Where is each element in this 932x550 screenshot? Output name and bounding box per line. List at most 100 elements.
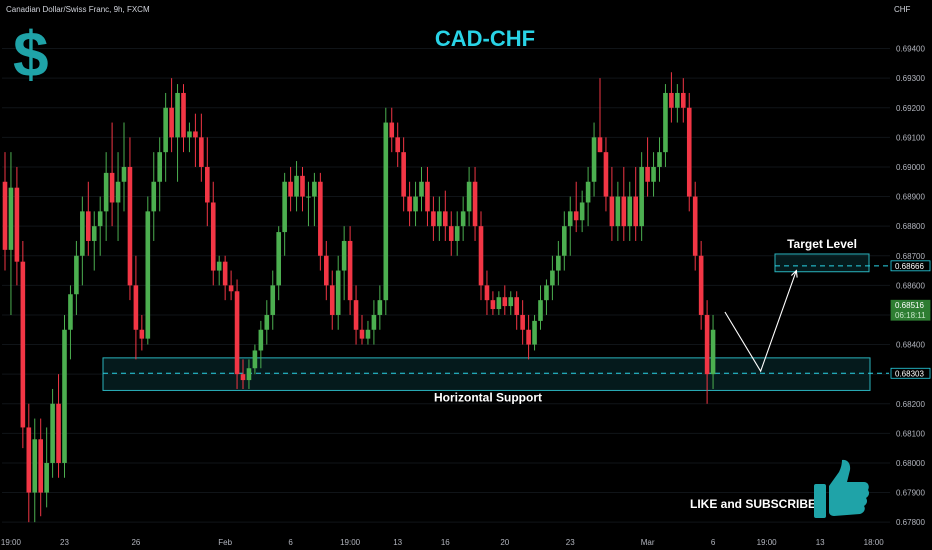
- bearish-candle: [288, 166, 293, 212]
- time-tick-label: 6: [711, 538, 716, 547]
- candle-body: [62, 329, 67, 463]
- candle-body: [8, 187, 14, 250]
- bearish-candle: [181, 84, 186, 153]
- candle-body: [222, 261, 228, 286]
- bullish-candle: [258, 320, 264, 369]
- time-tick-label: 23: [60, 538, 69, 547]
- bullish-candle: [145, 196, 151, 345]
- candle-body: [389, 122, 395, 138]
- candle-body: [615, 196, 621, 227]
- candle-body: [175, 92, 180, 138]
- candle-body: [692, 196, 698, 256]
- price-tick-label: 0.68000: [896, 459, 925, 468]
- candle-body: [681, 92, 686, 108]
- time-axis[interactable]: 19:00 23 26 Feb 6 19:00 13 16 20 23 Mar 6 19:00 13 18:…: [1, 538, 884, 547]
- bearish-candle: [692, 181, 698, 271]
- time-tick-label: 6: [288, 538, 293, 547]
- candle-body: [645, 166, 650, 182]
- horizontal-support-label: Horizontal Support: [434, 390, 542, 404]
- time-tick-label: 19:00: [757, 538, 778, 547]
- bearish-candle: [514, 291, 519, 330]
- projection-arrowhead: [790, 269, 798, 278]
- candlesticks: [2, 72, 716, 523]
- candle-body: [657, 152, 662, 167]
- candle-body: [460, 211, 466, 227]
- candle-body: [240, 374, 246, 381]
- bearish-candle: [14, 166, 20, 286]
- candle-body: [181, 92, 186, 138]
- bullish-candle: [538, 285, 543, 330]
- bullish-candle: [657, 137, 662, 182]
- candle-body: [68, 294, 73, 330]
- bullish-candle: [246, 359, 252, 389]
- bullish-candle: [556, 240, 561, 286]
- candle-body: [502, 297, 508, 307]
- candle-body: [169, 107, 174, 138]
- candle-body: [187, 131, 192, 138]
- currency-unit-label: CHF: [894, 5, 911, 14]
- time-tick-label: 23: [566, 538, 575, 547]
- price-tick-label: 0.67800: [896, 518, 925, 527]
- bullish-candle: [532, 314, 537, 351]
- bearish-candle: [109, 122, 115, 227]
- bearish-candle: [193, 113, 198, 167]
- time-tick-label: Feb: [218, 538, 232, 547]
- bullish-candle: [341, 226, 347, 301]
- candle-body: [80, 211, 85, 256]
- candle-body: [14, 187, 20, 262]
- bearish-candle: [26, 403, 32, 523]
- candle-body: [86, 211, 91, 241]
- candle-body: [359, 329, 365, 339]
- bearish-candle: [139, 314, 145, 351]
- candle-body: [270, 285, 276, 315]
- bearish-candle: [205, 137, 210, 227]
- candle-body: [383, 122, 389, 301]
- current-price-badge: 0.68516: [890, 299, 931, 311]
- bullish-candle: [80, 196, 85, 286]
- candle-body: [300, 175, 305, 197]
- candle-body: [466, 181, 472, 212]
- bullish-candle: [121, 122, 127, 212]
- candle-body: [121, 166, 127, 182]
- target-zone: [774, 253, 870, 273]
- bullish-candle: [413, 181, 418, 227]
- time-tick-label: 19:00: [340, 538, 361, 547]
- candle-body: [407, 196, 412, 212]
- candle-body: [306, 196, 311, 198]
- bearish-candle: [645, 137, 650, 197]
- candle-body: [50, 403, 55, 463]
- symbol-description[interactable]: Canadian Dollar/Swiss Franc, 9h, FXCM: [6, 5, 150, 14]
- bearish-candle: [490, 291, 496, 315]
- bearish-candle: [603, 137, 609, 212]
- bearish-candle: [704, 300, 710, 404]
- candle-body: [20, 261, 26, 428]
- bearish-candle: [2, 152, 8, 271]
- candle-body: [264, 314, 270, 330]
- bullish-candle: [270, 270, 276, 330]
- candle-body: [312, 181, 317, 197]
- bullish-candle: [74, 240, 79, 315]
- candle-body: [395, 137, 400, 153]
- bearish-candle: [240, 359, 246, 389]
- price-tick-label: 0.67900: [896, 489, 925, 498]
- bullish-candle: [62, 314, 67, 478]
- candle-body: [675, 92, 680, 108]
- bearish-candle: [56, 374, 61, 478]
- candle-body: [437, 211, 442, 227]
- candle-body: [127, 166, 133, 286]
- bearish-candle: [359, 314, 365, 345]
- candle-body: [484, 285, 490, 301]
- bearish-candle: [222, 255, 228, 301]
- bullish-candle: [508, 291, 514, 315]
- candle-timer-badge: 06:18:11: [890, 309, 931, 321]
- candle-body: [532, 320, 537, 345]
- price-axis[interactable]: 0.69400 0.69300 0.69200 0.69100 0.69000 0.689…: [890, 45, 931, 528]
- candle-body: [704, 314, 710, 375]
- candle-body: [669, 92, 674, 108]
- candle-body: [448, 226, 454, 241]
- bullish-candle: [567, 196, 573, 256]
- candle-body: [234, 291, 240, 375]
- support-zone: [102, 357, 871, 391]
- bullish-candle: [460, 196, 466, 241]
